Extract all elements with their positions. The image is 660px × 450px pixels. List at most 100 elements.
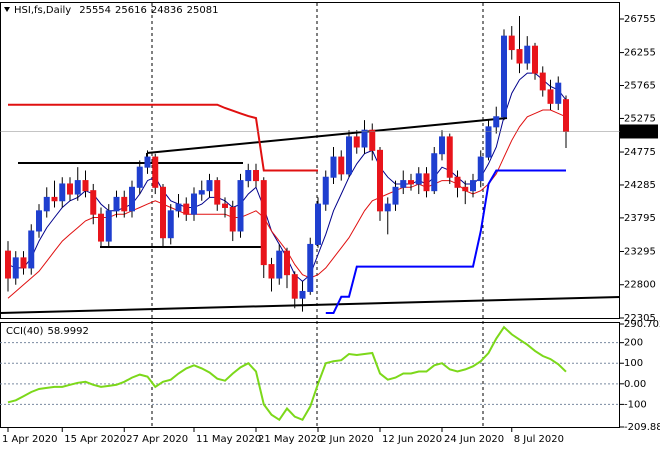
x-tick-label: 15 Apr 2020 (64, 434, 126, 445)
y-tick-label: 23795 (624, 213, 656, 224)
y-tick-label: 290.7027 (624, 319, 660, 330)
candle-body (167, 210, 174, 239)
y-tick-label: 26755 (624, 14, 656, 25)
candle-body (105, 210, 112, 242)
last-price-box (620, 124, 658, 139)
candle-body (284, 250, 290, 276)
candle-body (98, 213, 104, 242)
trendline (146, 117, 508, 154)
y-tick-label: 25765 (624, 81, 656, 92)
x-tick-label: 2 Jun 2020 (320, 434, 374, 445)
candle-body (493, 116, 500, 128)
y-tick-label: 26255 (624, 48, 656, 59)
trendlines (0, 117, 621, 314)
cci-title: CCI(40) 58.9992 (6, 326, 89, 337)
candle-body (82, 180, 89, 192)
candle-body (330, 156, 337, 178)
y-tick-label: 24775 (624, 147, 656, 158)
candle-body (206, 180, 213, 192)
candle-body (501, 35, 507, 118)
candle-body (67, 183, 73, 195)
price-panel (0, 2, 620, 319)
candle-body (268, 264, 275, 279)
y-tick-label: -100 (624, 399, 647, 410)
candle-body (12, 257, 19, 279)
candle-body (431, 153, 438, 192)
candle-body (152, 156, 159, 188)
candle-body (516, 49, 523, 64)
candle-body (121, 196, 128, 212)
candle-body (400, 180, 407, 188)
candle-body (175, 203, 182, 212)
cci-line (7, 325, 567, 422)
candle-body (477, 156, 484, 182)
ohlc-close: 25081 (187, 5, 219, 16)
candle-body (338, 156, 345, 175)
y-tick-label: 24285 (624, 180, 656, 191)
x-tick-label: 21 May 2020 (258, 434, 323, 445)
indicator-line (325, 169, 566, 314)
candle-body (532, 45, 538, 74)
y-tick-label: 25275 (624, 113, 656, 124)
candle-body (563, 99, 569, 132)
candle-body (446, 136, 453, 178)
ohlc-high: 25616 (115, 5, 147, 16)
candle-body (28, 230, 35, 269)
candle-body (160, 186, 166, 239)
trendline (0, 296, 621, 314)
candle-body (423, 173, 430, 192)
candle-body (454, 176, 461, 188)
x-tick-label: 8 Jul 2020 (514, 434, 564, 445)
candle-body (361, 129, 368, 148)
candle-body (415, 173, 422, 185)
candle-body (276, 250, 283, 279)
candle-body (136, 166, 143, 188)
candle-body (36, 210, 42, 232)
candle-body (524, 45, 531, 64)
candle-body (439, 136, 445, 155)
candle-body (214, 180, 221, 205)
candle-body (377, 149, 383, 212)
candle-body (20, 257, 27, 269)
candle-body (346, 136, 352, 175)
candle-body (222, 203, 228, 208)
candle-body (5, 250, 11, 279)
candle-body (539, 72, 546, 91)
menu-arrow (4, 7, 10, 12)
candle-body (322, 176, 329, 205)
candle-body (59, 183, 66, 202)
candle-body (253, 170, 259, 182)
candle-body (353, 136, 360, 148)
candle-body (315, 203, 321, 245)
candle-body (43, 196, 50, 212)
candle-body (51, 196, 58, 202)
candle-body (237, 180, 244, 232)
candle-body (183, 203, 190, 215)
candle-body (307, 243, 314, 292)
y-tick-label: 22305 (624, 313, 656, 324)
candle-body (508, 35, 515, 51)
ohlc-open: 25554 (79, 5, 111, 16)
candle-body (462, 186, 469, 192)
candle-body (384, 203, 391, 212)
y-tick-label: 100 (624, 358, 643, 369)
candle-body (299, 290, 306, 299)
y-tick-label: -209.886 (624, 422, 660, 433)
candle-body (191, 193, 197, 215)
chart-title: HSI,fs,Daily 25554 25616 24836 25081 (14, 5, 218, 16)
y-tick-label: 22800 (624, 280, 656, 291)
candle-body (260, 180, 267, 266)
x-tick-label: 11 May 2020 (196, 434, 261, 445)
x-tick-label: 1 Apr 2020 (2, 434, 57, 445)
candle-body (144, 156, 151, 168)
candle-body (198, 190, 205, 195)
candle-body (408, 180, 414, 185)
ohlc-low: 24836 (151, 5, 183, 16)
cci-name: CCI(40) (6, 326, 44, 337)
cci-panel (0, 322, 620, 428)
candle-body (245, 170, 252, 182)
x-tick-label: 24 Jun 2020 (444, 434, 504, 445)
x-tick-label: 27 Apr 2020 (126, 434, 188, 445)
candle-body (229, 206, 236, 232)
